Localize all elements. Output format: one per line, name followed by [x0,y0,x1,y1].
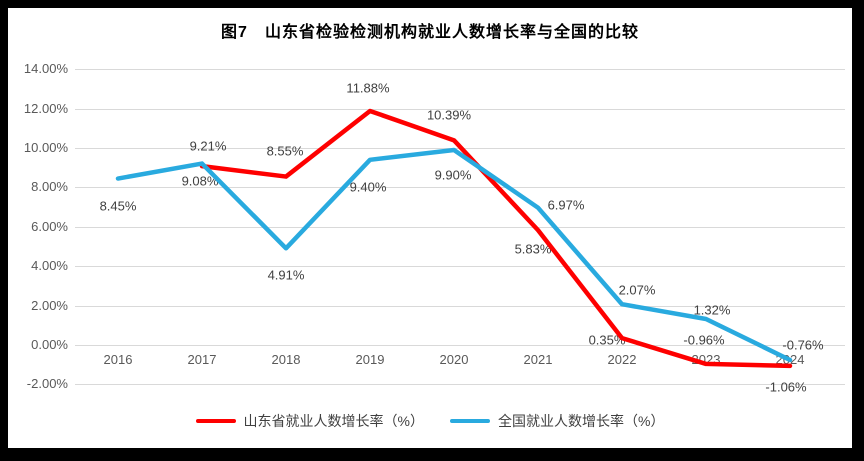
legend-item-national: 全国就业人数增长率（%） [450,411,664,431]
legend-label-shandong: 山东省就业人数增长率（%） [243,413,424,429]
data-label-shandong: 5.83% [514,241,552,257]
data-label-national: 9.21% [189,138,227,154]
data-label-national: 6.97% [547,197,585,213]
x-axis-tick-label: 2021 [523,352,553,367]
data-label-national: 8.45% [99,198,137,214]
data-label-shandong: 0.35% [588,332,626,348]
data-label-national: 9.40% [349,179,387,195]
data-label-shandong: -1.06% [765,379,807,395]
gridline [75,345,845,346]
data-label-shandong: 9.08% [181,173,219,189]
legend-item-shandong: 山东省就业人数增长率（%） [195,411,424,431]
legend-line-swatch-national [450,419,490,423]
y-axis-tick-label: 2.00% [31,297,68,313]
y-axis-tick-label: 0.00% [31,337,68,352]
data-label-national: 1.32% [693,302,731,318]
y-axis-tick-label: 10.00% [23,140,68,155]
x-axis-tick-label: 2023 [691,352,721,367]
plot-lines [115,108,793,369]
gridline [75,266,845,268]
gridline [75,384,845,386]
x-axis-tick-label: 2018 [271,352,301,367]
x-axis-tick-label: 2019 [355,352,385,367]
data-label-shandong: 10.39% [426,107,472,123]
y-axis-tick-label: 4.00% [31,258,68,274]
x-axis-tick-label: 2016 [103,352,133,367]
x-axis-tick-label: 2020 [439,352,469,367]
data-label-shandong: 8.55% [266,143,304,159]
data-label-national: 9.90% [434,167,472,183]
y-axis-tick-label: 8.00% [31,179,68,195]
gridline [75,226,845,228]
chart-title: 图7 山东省检验检测机构就业人数增长率与全国的比较 [221,24,639,41]
data-label-national: -0.76% [782,337,824,353]
legend: 山东省就业人数增长率（%） 全国就业人数增长率（%） [8,411,852,431]
x-axis-tick-label: 2024 [775,352,805,367]
y-axis-tick-label: -2.00% [26,376,68,392]
data-label-national: 2.07% [618,282,656,298]
data-label-shandong: 11.88% [346,80,390,96]
x-axis-tick-label: 2017 [187,352,217,367]
chart-surface: 图7 山东省检验检测机构就业人数增长率与全国的比较 14.00% 12.00% 10… [8,8,852,448]
data-label-national: 4.91% [267,267,305,283]
legend-label-national: 全国就业人数增长率（%） [498,413,665,429]
y-axis-tick-label: 14.00% [23,61,68,77]
y-axis-tick-label: 6.00% [31,218,68,234]
data-label-shandong: -0.96% [683,332,725,348]
y-axis-tick-label: 12.00% [23,100,68,116]
x-axis-tick-label: 2022 [607,352,637,367]
gridline [75,69,845,71]
legend-line-swatch-shandong [195,419,236,423]
